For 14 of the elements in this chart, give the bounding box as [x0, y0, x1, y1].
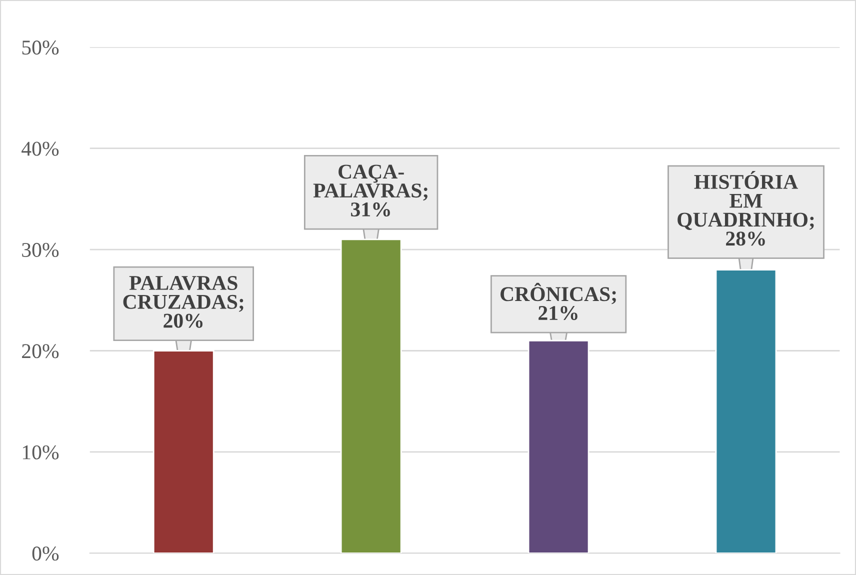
y-tick-label: 0%: [32, 546, 59, 561]
y-tick-label: 10%: [22, 445, 59, 460]
bar: [340, 238, 402, 554]
bar: [528, 340, 590, 554]
y-tick-label: 40%: [22, 142, 59, 156]
y-tick-label: 30%: [22, 242, 59, 258]
data-label: PALAVRAS CRUZADAS; 20%: [123, 276, 244, 328]
y-tick-label: 20%: [22, 344, 59, 358]
bar: [152, 350, 214, 554]
data-label: HISTÓRIA EM QUADRINHO; 28%: [678, 170, 814, 246]
data-label: CAÇA-PALAVRAS; 31%: [313, 164, 428, 217]
data-label: CRÔNICAS; 21%: [500, 282, 616, 320]
bar: [715, 269, 777, 554]
y-tick-label: 50%: [22, 40, 59, 55]
